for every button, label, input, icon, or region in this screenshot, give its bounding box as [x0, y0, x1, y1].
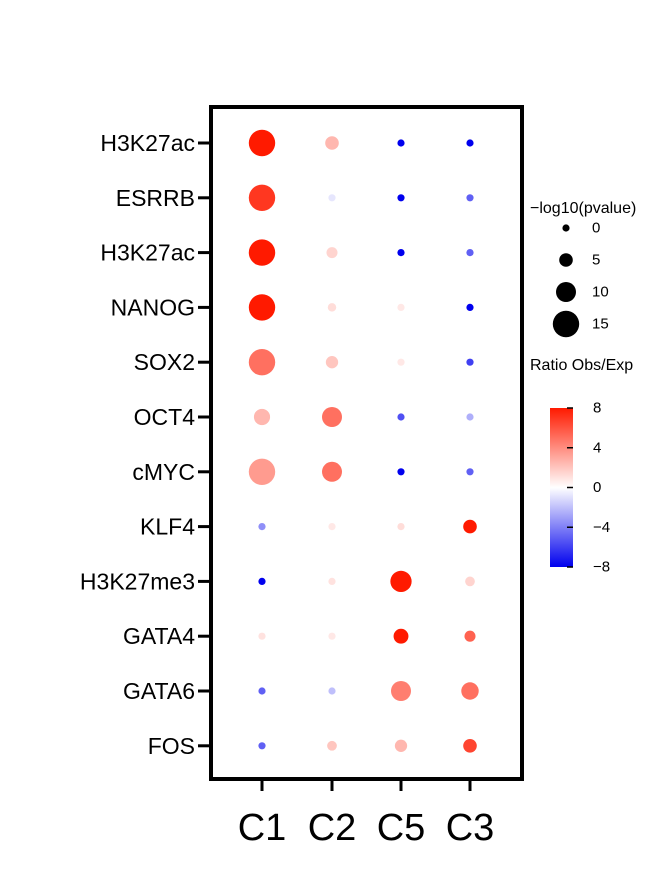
dot-c5-row-1: [397, 139, 405, 147]
row-label: H3K27ac: [100, 240, 195, 266]
row-label: SOX2: [134, 349, 195, 375]
dot-c2-row-6: [322, 407, 342, 427]
dot-c5-row-12: [394, 739, 408, 752]
color-legend-label: 8: [593, 400, 601, 417]
dot-c3-row-8: [463, 519, 477, 534]
column-label: C3: [446, 807, 495, 849]
dot-c1-row-3: [248, 239, 276, 266]
dot-c3-row-5: [466, 358, 474, 366]
color-legend-label: −4: [593, 519, 610, 536]
dot-c1-row-7: [248, 458, 276, 485]
dot-c1-row-8: [258, 523, 266, 531]
column-label: C1: [238, 807, 287, 849]
dot-c1-row-1: [248, 129, 276, 157]
dot-c3-row-6: [466, 413, 474, 421]
dot-c5-row-3: [397, 249, 405, 257]
size-legend-dot: [556, 282, 576, 302]
dot-c5-row-6: [397, 413, 405, 421]
row-label: NANOG: [111, 294, 195, 320]
dot-c3-row-7: [466, 468, 474, 476]
size-legend-label: 10: [592, 284, 609, 301]
color-legend-title: Ratio Obs/Exp: [530, 357, 633, 374]
dot-c2-row-3: [326, 247, 338, 259]
row-label: H3K27ac: [100, 130, 195, 156]
dot-c5-row-5: [397, 358, 405, 366]
size-legend-dot: [559, 253, 573, 267]
size-legend-label: 15: [592, 316, 609, 333]
dot-c3-row-1: [466, 139, 474, 147]
size-legend-dot: [562, 224, 570, 232]
dot-c2-row-12: [327, 740, 337, 751]
dot-c1-row-5: [248, 349, 276, 376]
dot-c1-row-11: [258, 687, 266, 695]
color-legend-label: 4: [593, 439, 601, 456]
column-label: C5: [377, 807, 426, 849]
dot-c3-row-2: [466, 194, 474, 202]
row-label: FOS: [148, 733, 195, 759]
dot-c3-row-4: [466, 303, 474, 311]
dot-c1-row-4: [248, 294, 276, 321]
dot-c2-row-5: [325, 356, 339, 369]
dot-c2-row-10: [328, 632, 336, 640]
dot-c2-row-11: [328, 687, 336, 695]
dot-c5-row-10: [393, 628, 409, 644]
plot-frame: [209, 105, 524, 781]
dot-c5-row-8: [397, 523, 405, 531]
dot-c3-row-12: [463, 739, 477, 753]
dot-c2-row-9: [328, 577, 336, 586]
row-label: GATA6: [123, 678, 195, 704]
dot-c2-row-1: [325, 136, 339, 150]
dot-c2-row-7: [322, 461, 342, 482]
dot-c2-row-8: [328, 523, 336, 531]
row-label: H3K27me3: [80, 568, 195, 594]
row-label: cMYC: [132, 459, 195, 485]
dot-c3-row-9: [465, 576, 475, 587]
size-legend-label: 5: [592, 252, 600, 269]
color-legend-label: −8: [593, 559, 610, 576]
size-legend-title: −log10(pvalue): [530, 200, 636, 217]
dot-c5-row-4: [397, 303, 405, 311]
row-label: KLF4: [140, 514, 195, 540]
dot-c1-row-12: [258, 742, 266, 750]
dot-c5-row-7: [397, 468, 405, 476]
dot-c3-row-10: [464, 630, 476, 642]
dot-c5-row-11: [391, 681, 411, 701]
color-legend-label: 0: [593, 479, 601, 496]
row-label: GATA4: [123, 623, 195, 649]
dot-c2-row-2: [328, 194, 336, 202]
dot-c1-row-9: [258, 577, 266, 586]
row-label: OCT4: [134, 404, 196, 430]
dot-c1-row-2: [248, 184, 276, 211]
dot-c3-row-3: [466, 249, 474, 257]
dot-c1-row-6: [253, 408, 271, 426]
column-label: C2: [308, 807, 357, 849]
size-legend-label: 0: [592, 220, 600, 237]
dot-c2-row-4: [327, 303, 337, 312]
dot-c5-row-9: [390, 570, 412, 593]
dot-c3-row-11: [461, 682, 479, 700]
dot-c5-row-2: [397, 194, 405, 202]
size-legend-dot: [552, 310, 580, 338]
row-label: ESRRB: [116, 185, 195, 211]
dot-c1-row-10: [258, 632, 266, 640]
